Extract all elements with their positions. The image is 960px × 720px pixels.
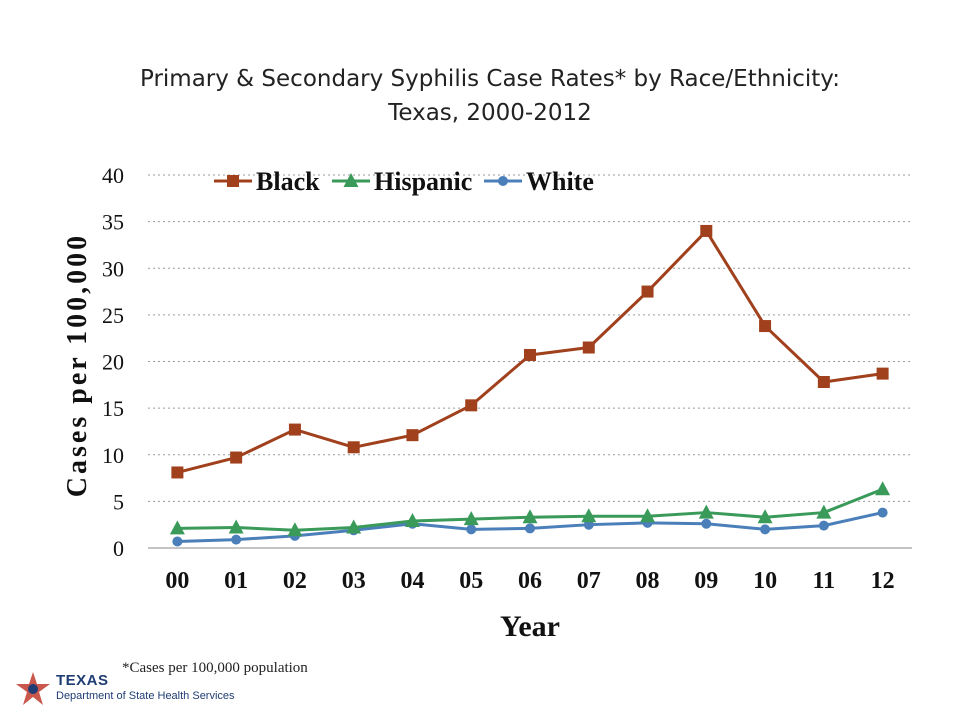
data-point-black	[641, 285, 654, 298]
data-point-black	[759, 320, 772, 333]
data-point-hispanic	[875, 481, 891, 496]
series	[169, 224, 891, 547]
grid-lines	[148, 174, 912, 502]
y-axis-label: Cases per 100,000	[62, 233, 93, 497]
data-point-hispanic	[287, 522, 303, 537]
x-tick-label: 10	[753, 568, 777, 594]
logo-name: TEXAS	[56, 672, 109, 689]
x-tick-label: 12	[871, 568, 895, 594]
y-tick-label: 15	[102, 396, 124, 421]
data-point-white	[760, 524, 771, 535]
y-tick-label: 5	[113, 489, 124, 514]
x-tick-label: 04	[400, 568, 424, 594]
x-tick-label: 06	[518, 568, 542, 594]
x-tick-label: 03	[342, 568, 366, 594]
x-tick-label: 07	[577, 568, 601, 594]
data-point-white	[818, 520, 829, 531]
x-tick-label: 05	[459, 568, 483, 594]
legend: Black Hispanic White	[214, 167, 594, 196]
legend-label-black: Black	[256, 167, 320, 196]
x-tick-label: 08	[636, 568, 660, 594]
footnote: *Cases per 100,000 population	[122, 660, 308, 676]
data-point-hispanic	[698, 504, 714, 519]
chart-title-line1: Primary & Secondary Syphilis Case Rates*…	[139, 66, 840, 92]
data-point-hispanic	[757, 509, 773, 524]
data-point-white	[466, 524, 477, 535]
data-point-hispanic	[463, 511, 479, 526]
y-tick-label: 25	[102, 303, 124, 328]
y-tick-label: 0	[113, 536, 124, 561]
legend-label-white: White	[526, 167, 594, 196]
x-tick-label: 02	[283, 568, 307, 594]
texas-dshs-logo: TEXAS Department of State Health Service…	[12, 668, 262, 712]
data-point-white	[525, 523, 535, 534]
data-point-hispanic	[640, 508, 656, 523]
data-point-hispanic	[522, 509, 538, 524]
data-point-white	[701, 518, 712, 529]
data-point-white	[231, 534, 242, 545]
y-tick-label: 20	[102, 350, 124, 375]
data-point-hispanic	[346, 519, 362, 534]
x-tick-label: 09	[694, 568, 718, 594]
data-point-hispanic	[581, 508, 597, 523]
chart-title: Primary & Secondary Syphilis Case Rates*…	[60, 62, 920, 130]
data-point-black	[524, 348, 536, 361]
data-point-black	[465, 399, 478, 412]
data-point-white	[172, 536, 183, 547]
data-point-hispanic	[404, 512, 420, 527]
data-point-black	[288, 423, 301, 436]
data-point-black	[700, 224, 713, 237]
data-point-white	[877, 507, 888, 518]
data-point-black	[171, 466, 184, 479]
data-point-hispanic	[816, 504, 832, 519]
data-point-black	[406, 429, 419, 442]
y-tick-label: 35	[102, 210, 124, 235]
y-tick-label: 10	[102, 443, 124, 468]
texas-star-icon	[16, 672, 50, 705]
chart-title-line2: Texas, 2000-2012	[388, 100, 592, 126]
legend-marker-black	[227, 175, 239, 187]
data-point-black	[347, 441, 360, 454]
y-tick-label: 30	[102, 256, 124, 281]
data-point-black	[230, 451, 243, 464]
data-point-black	[876, 367, 889, 380]
data-point-black	[817, 376, 830, 389]
legend-marker-hispanic	[343, 173, 359, 187]
x-axis-label: Year	[500, 610, 560, 643]
data-point-black	[582, 341, 595, 354]
x-tick-label: 11	[813, 568, 836, 594]
logo-subtitle: Department of State Health Services	[56, 690, 235, 702]
x-tick-label: 01	[224, 568, 248, 594]
data-point-hispanic	[228, 519, 244, 534]
x-tick-label: 00	[165, 568, 189, 594]
y-tick-label: 40	[102, 163, 124, 188]
legend-marker-white	[498, 176, 508, 186]
data-point-hispanic	[169, 520, 185, 535]
legend-label-hispanic: Hispanic	[374, 167, 472, 196]
